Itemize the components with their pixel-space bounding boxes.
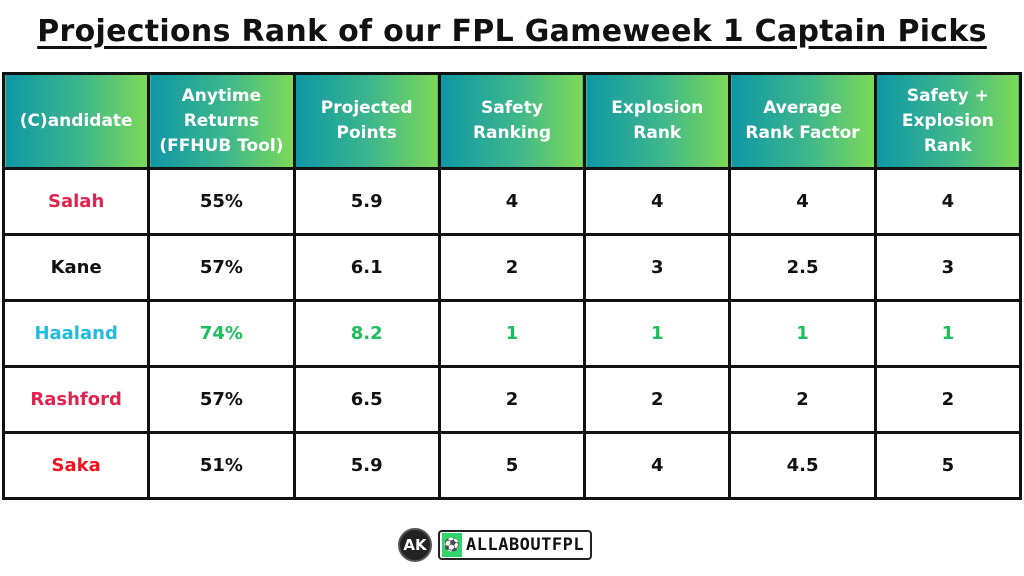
table-row: Haaland 74% 8.2 1 1 1 1	[1, 299, 1023, 368]
cell-candidate: Rashford	[1, 365, 151, 434]
header-safety-ranking: Safety Ranking	[437, 72, 587, 170]
cell-explosion-rank: 4	[583, 167, 732, 236]
captain-picks-table: (C)andidate Anytime Returns (FFHUB Tool) P…	[1, 72, 1023, 500]
header-label: Ranking	[472, 123, 552, 143]
brand-name: ALLABOUTFPL	[466, 535, 585, 555]
cell-safety-explosion-rank: 5	[873, 431, 1023, 500]
cell-anytime-returns: 51%	[147, 431, 296, 500]
header-label: Returns	[183, 110, 260, 131]
cell-anytime-returns: 57%	[147, 365, 296, 434]
header-row: (C)andidate Anytime Returns (FFHUB Tool) P…	[1, 72, 1023, 170]
cell-average-rank-factor: 4.5	[728, 431, 877, 500]
cell-average-rank-factor: 2	[728, 365, 877, 434]
header-label: Explosion	[611, 98, 704, 118]
table-row: Kane 57% 6.1 2 3 2.5 3	[1, 233, 1023, 302]
cell-safety-explosion-rank: 2	[873, 365, 1023, 434]
header-average-rank-factor: Average Rank Factor	[728, 72, 877, 170]
football-boot-icon: ⚽	[442, 533, 462, 557]
header-label: Rank	[923, 135, 972, 156]
header-label: Rank Factor	[745, 123, 860, 143]
cell-safety-ranking: 5	[437, 431, 587, 500]
cell-anytime-returns: 55%	[147, 167, 296, 236]
footer-logos: AK ⚽ ALLABOUTFPL	[398, 528, 593, 562]
cell-explosion-rank: 2	[583, 365, 732, 434]
header-projected-points: Projected Points	[292, 72, 441, 170]
cell-candidate: Saka	[1, 431, 151, 500]
header-label: Explosion	[901, 110, 994, 131]
header-label: Average	[763, 98, 842, 118]
header-safety-explosion-rank: Safety + Explosion Rank	[873, 72, 1023, 170]
header-label: Points	[336, 123, 397, 143]
cell-candidate: Salah	[1, 167, 151, 236]
cell-projected-points: 5.9	[292, 167, 441, 236]
cell-explosion-rank: 1	[583, 299, 732, 368]
page-title: Projections Rank of our FPL Gameweek 1 C…	[37, 14, 987, 49]
header-label: Safety +	[906, 85, 989, 106]
cell-safety-ranking: 2	[437, 365, 587, 434]
ak-logo: AK	[398, 528, 432, 562]
allaboutfpl-logo: ⚽ ALLABOUTFPL	[438, 530, 593, 560]
cell-safety-explosion-rank: 4	[873, 167, 1023, 236]
cell-explosion-rank: 4	[583, 431, 732, 500]
header-label: Anytime	[181, 85, 262, 106]
cell-safety-ranking: 1	[437, 299, 587, 368]
cell-safety-ranking: 2	[437, 233, 587, 302]
header-candidate: (C)andidate	[1, 72, 151, 170]
table-row: Rashford 57% 6.5 2 2 2 2	[1, 365, 1023, 434]
header-anytime-returns: Anytime Returns (FFHUB Tool)	[147, 72, 296, 170]
header-label: Projected	[320, 98, 413, 118]
cell-safety-explosion-rank: 1	[873, 299, 1023, 368]
cell-anytime-returns: 74%	[147, 299, 296, 368]
cell-candidate: Kane	[1, 233, 151, 302]
cell-projected-points: 6.5	[292, 365, 441, 434]
cell-safety-ranking: 4	[437, 167, 587, 236]
cell-average-rank-factor: 2.5	[728, 233, 877, 302]
cell-average-rank-factor: 1	[728, 299, 877, 368]
cell-safety-explosion-rank: 3	[873, 233, 1023, 302]
header-label: (FFHUB Tool)	[159, 135, 284, 156]
header-explosion-rank: Explosion Rank	[583, 72, 732, 170]
cell-candidate: Haaland	[1, 299, 151, 368]
cell-projected-points: 5.9	[292, 431, 441, 500]
table-row: Saka 51% 5.9 5 4 4.5 5	[1, 431, 1023, 500]
cell-explosion-rank: 3	[583, 233, 732, 302]
header-label: (C)andidate	[19, 110, 133, 131]
cell-anytime-returns: 57%	[147, 233, 296, 302]
cell-projected-points: 6.1	[292, 233, 441, 302]
cell-average-rank-factor: 4	[728, 167, 877, 236]
header-label: Safety	[481, 98, 543, 118]
table-row: Salah 55% 5.9 4 4 4 4	[1, 167, 1023, 236]
cell-projected-points: 8.2	[292, 299, 441, 368]
header-label: Rank	[633, 123, 682, 143]
